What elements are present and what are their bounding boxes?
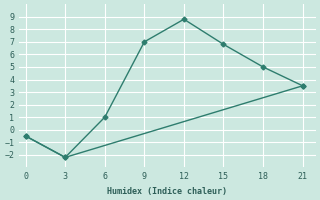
X-axis label: Humidex (Indice chaleur): Humidex (Indice chaleur) [108,187,228,196]
